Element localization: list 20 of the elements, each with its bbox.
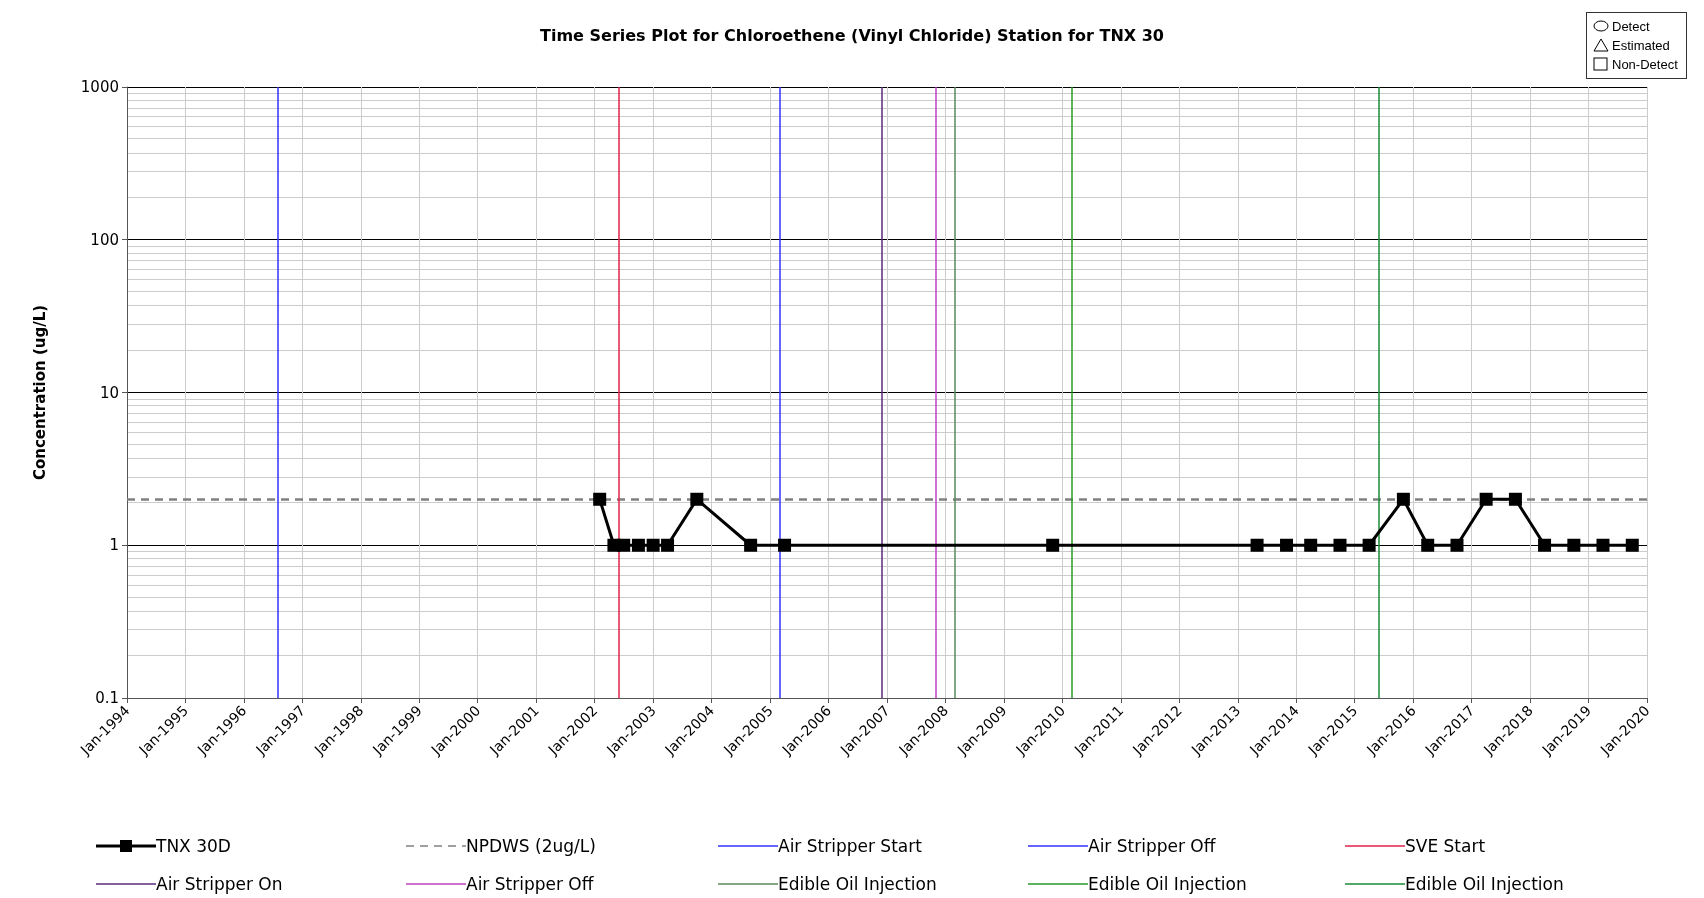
legend-label: SVE Start xyxy=(1405,836,1486,856)
text: Non-Detect xyxy=(1612,56,1678,74)
y-tick-label: 1 xyxy=(109,536,119,555)
legend-label: Air Stripper Start xyxy=(778,836,922,856)
text: Detect xyxy=(1612,18,1650,36)
y-tick-label: 100 xyxy=(90,230,119,249)
legend-label: Edible Oil Injection xyxy=(778,874,937,894)
legend-label: Air Stripper On xyxy=(156,874,283,894)
text: Estimated xyxy=(1612,37,1670,55)
y-tick-label: 10 xyxy=(99,383,119,402)
y-axis-title: Concentration (ug/L) xyxy=(30,304,49,481)
y-tick-label: 0.1 xyxy=(95,689,119,707)
y-tick-label: 1000 xyxy=(80,78,119,96)
legend-label: Edible Oil Injection xyxy=(1405,874,1564,894)
legend-label: Edible Oil Injection xyxy=(1088,874,1247,894)
legend-label: Air Stripper Off xyxy=(466,874,594,894)
legend-label: TNX 30D xyxy=(156,836,231,856)
legend-label: Air Stripper Off xyxy=(1088,836,1216,856)
legend-label: NPDWS (2ug/L) xyxy=(466,836,596,856)
chart-title: Time Series Plot for Chloroethene (Vinyl Chloride) Station for TNX 30 xyxy=(540,25,1164,45)
